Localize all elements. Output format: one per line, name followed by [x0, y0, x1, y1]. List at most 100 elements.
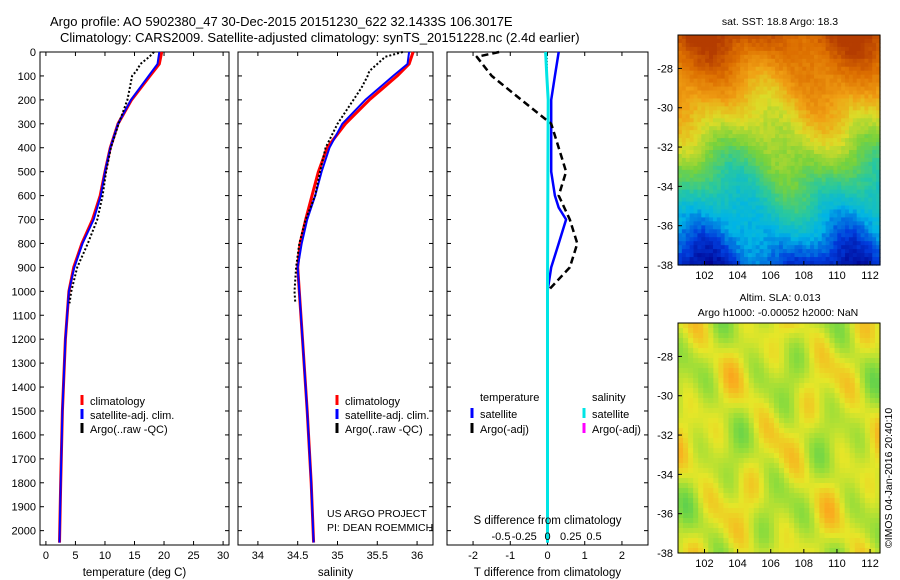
x-tick-label: 25 [187, 550, 199, 562]
project-line1: US ARGO PROJECT [327, 508, 427, 520]
top-axis-label: S difference from climatology [473, 515, 621, 527]
legend-label: satellite-adj. clim. [345, 410, 429, 422]
depth-tick-label: 100 [18, 71, 36, 83]
x-tick-label: 0 [544, 550, 550, 562]
x-tick-label: -1 [505, 550, 515, 562]
legend-label: Argo(..raw -QC) [345, 424, 423, 436]
map-x-tick-label: 104 [728, 558, 746, 570]
salinity-series-line [293, 51, 404, 304]
top-tick-label: 0.25 [560, 531, 581, 543]
map-x-tick-label: 102 [695, 558, 713, 570]
x-tick-label: 34 [252, 550, 264, 562]
sla-map-field [678, 323, 881, 554]
legend-label: satellite [480, 409, 517, 421]
map-y-tick-label: -36 [657, 221, 673, 233]
map-x-tick-label: 102 [695, 270, 713, 282]
imos-credit: ©IMOS 04-Jan-2016 20:40:10 [883, 408, 895, 548]
legend-label: climatology [345, 396, 401, 408]
top-tick-label: -0.5 [491, 531, 510, 543]
x-tick-label: 30 [217, 550, 229, 562]
salinity-series-line [296, 51, 411, 543]
x-tick-label: -2 [468, 550, 478, 562]
title-line2: Climatology: CARS2009. Satellite-adjuste… [60, 30, 580, 45]
x-axis-label: salinity [318, 567, 353, 579]
x-tick-label: 15 [128, 550, 140, 562]
temperature-series-line [58, 51, 161, 543]
depth-tick-label: 1900 [12, 502, 36, 514]
depth-tick-label: 800 [18, 238, 36, 250]
depth-tick-label: 2000 [12, 526, 36, 538]
depth-tick-label: 300 [18, 119, 36, 131]
top-tick-label: 0 [544, 531, 550, 543]
map-x-tick-label: 112 [861, 270, 879, 282]
depth-tick-label: 900 [18, 262, 36, 274]
x-tick-label: 35.5 [367, 550, 388, 562]
difference-series-line [475, 50, 579, 304]
map-title: Altim. SLA: 0.013 [739, 292, 820, 304]
depth-tick-label: 200 [18, 95, 36, 107]
depth-tick-label: 1300 [12, 358, 36, 370]
x-tick-label: 36 [411, 550, 423, 562]
map-y-tick-label: -28 [657, 63, 673, 75]
depth-tick-label: 400 [18, 143, 36, 155]
top-tick-label: 0.5 [586, 531, 601, 543]
legend-label: Argo(-adj) [480, 424, 529, 436]
map-x-tick-label: 110 [828, 558, 846, 570]
map-x-tick-label: 110 [828, 270, 846, 282]
map-y-tick-label: -32 [657, 430, 673, 442]
title-line1: Argo profile: AO 5902380_47 30-Dec-2015 … [50, 14, 513, 29]
map-y-tick-label: -38 [657, 260, 673, 272]
x-tick-label: 35 [331, 550, 343, 562]
x-tick-label: 5 [72, 550, 78, 562]
x-tick-label: 1 [582, 550, 588, 562]
sst-map-frame [677, 34, 881, 266]
legend-label: Argo(..raw -QC) [90, 424, 168, 436]
map-y-tick-label: -30 [657, 391, 673, 403]
depth-tick-label: 1400 [12, 382, 36, 394]
x-tick-label: 10 [99, 550, 111, 562]
project-line2: PI: DEAN ROEMMICH [327, 522, 433, 534]
top-tick-label: -0.25 [512, 531, 537, 543]
depth-tick-label: 1200 [12, 334, 36, 346]
map-x-tick-label: 112 [861, 558, 879, 570]
map-y-tick-label: -28 [657, 351, 673, 363]
depth-tick-label: 1100 [12, 310, 36, 322]
depth-tick-label: 1000 [12, 286, 36, 298]
salinity-series-line [296, 51, 415, 543]
depth-tick-label: 500 [18, 167, 36, 179]
depth-tick-label: 1500 [12, 406, 36, 418]
depth-tick-label: 1800 [12, 478, 36, 490]
map-x-tick-label: 106 [762, 558, 780, 570]
legend-label: climatology [90, 396, 146, 408]
legend-label: satellite [592, 409, 629, 421]
depth-tick-label: 600 [18, 191, 36, 203]
temperature-series-line [58, 51, 164, 543]
map-x-tick-label: 108 [795, 270, 813, 282]
map-x-tick-label: 108 [795, 558, 813, 570]
depth-tick-label: 1700 [12, 454, 36, 466]
depth-tick-label: 700 [18, 215, 36, 227]
salinity-frame [237, 51, 434, 546]
difference-series-line [546, 51, 568, 543]
legend-label: satellite-adj. clim. [90, 410, 174, 422]
legend-label: Argo(-adj) [592, 424, 641, 436]
map-y-tick-label: -34 [657, 181, 673, 193]
legend-group-title: temperature [480, 392, 539, 404]
sst-map-field [678, 35, 881, 266]
x-tick-label: 34.5 [287, 550, 308, 562]
difference-series-line [544, 51, 550, 543]
map-x-tick-label: 106 [762, 270, 780, 282]
x-axis-label: T difference from climatology [474, 567, 621, 579]
sla-map-frame [677, 322, 881, 554]
map-y-tick-label: -36 [657, 509, 673, 521]
x-tick-label: 2 [619, 550, 625, 562]
map-y-tick-label: -34 [657, 469, 673, 481]
map-y-tick-label: -30 [657, 103, 673, 115]
map-y-tick-label: -38 [657, 548, 673, 560]
depth-tick-label: 0 [30, 47, 36, 59]
map-x-tick-label: 104 [728, 270, 746, 282]
map-title: sat. SST: 18.8 Argo: 18.3 [722, 16, 838, 28]
depth-tick-label: 1600 [12, 430, 36, 442]
map-subtitle: Argo h1000: -0.00052 h2000: NaN [698, 307, 859, 319]
